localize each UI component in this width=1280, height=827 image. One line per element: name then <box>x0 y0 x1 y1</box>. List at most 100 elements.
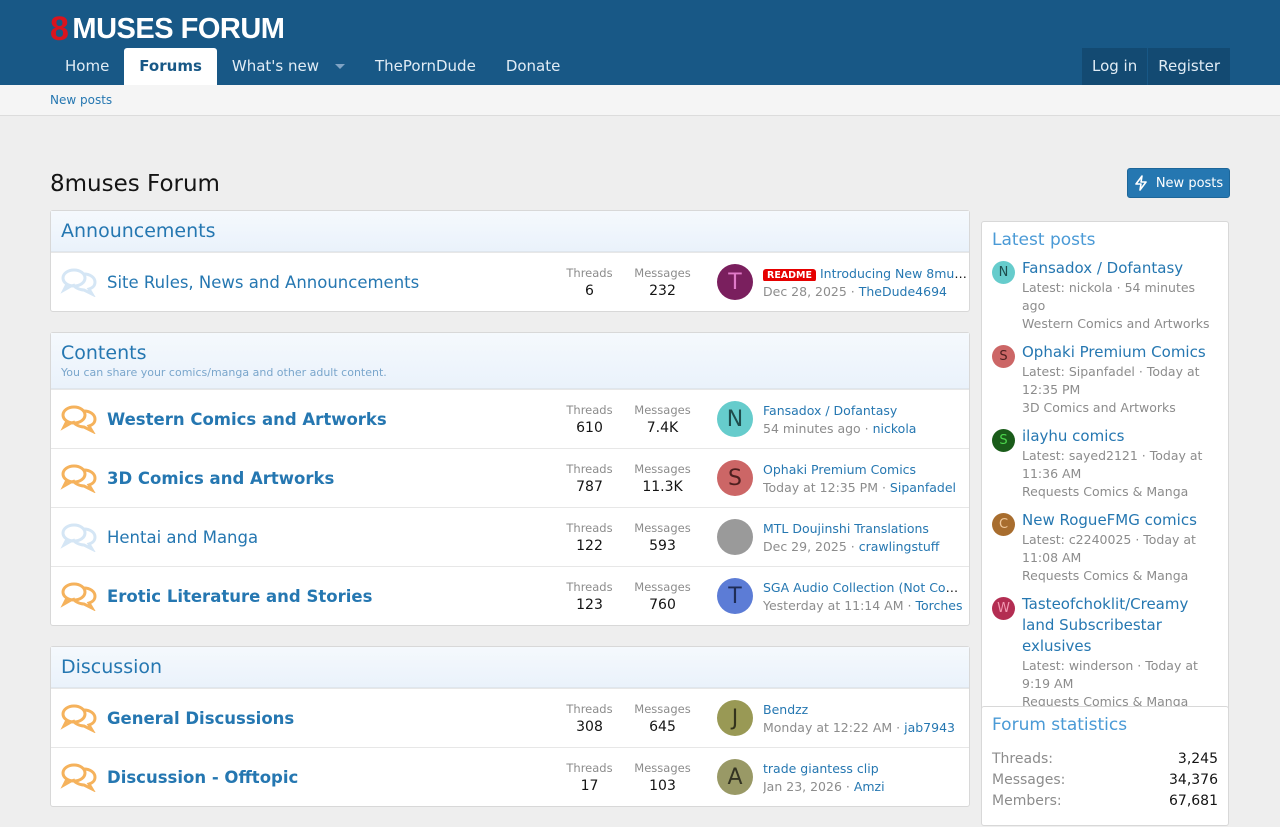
nav-tab-label: Home <box>65 57 110 75</box>
last-thread-link[interactable]: Introducing New 8muses ... <box>820 265 969 281</box>
threads-stat: Threads 610 <box>553 403 626 436</box>
main-nav: Home Forums What's new ThePornDude Donate <box>50 48 575 85</box>
stat-value: 787 <box>576 478 603 495</box>
latest-post-forum[interactable]: Requests Comics & Manga <box>1022 568 1189 583</box>
last-thread-link[interactable]: trade giantess clip <box>763 760 879 776</box>
latest-post-title[interactable]: New RogueFMG comics <box>1022 511 1197 529</box>
last-thread-link[interactable]: SGA Audio Collection (Not Complet... <box>763 579 969 595</box>
chevron-down-icon[interactable] <box>335 64 345 69</box>
avatar[interactable]: S <box>717 460 753 496</box>
new-posts-button[interactable]: New posts <box>1127 168 1230 198</box>
last-post-user[interactable]: Sipanfadel <box>889 479 956 495</box>
latest-posts-title[interactable]: Latest posts <box>992 230 1096 250</box>
forum-node: 3D Comics and Artworks Threads 787 Messag… <box>51 448 969 507</box>
avatar[interactable]: T <box>717 264 753 300</box>
nav-tab[interactable]: What's new <box>217 48 360 85</box>
forum-title[interactable]: Site Rules, News and Announcements <box>107 272 420 292</box>
last-post-date: 54 minutes ago <box>763 420 861 436</box>
latest-post-title[interactable]: Ophaki Premium Comics <box>1022 343 1206 361</box>
threads-stat: Threads 17 <box>553 761 626 794</box>
category-title[interactable]: Contents <box>61 342 147 364</box>
last-post-user[interactable]: Amzi <box>853 778 885 794</box>
forum-bubbles-icon <box>60 763 97 792</box>
last-post-user[interactable]: crawlingstuff <box>858 538 940 554</box>
last-post-user[interactable]: Torches <box>915 597 963 613</box>
latest-post-meta: Latest: sayed2121 · Today at 11:36 AM <box>1022 448 1203 481</box>
stat-label: Messages <box>634 402 691 417</box>
forum-title[interactable]: Erotic Literature and Stories <box>107 586 373 606</box>
stat-value: 3,245 <box>1177 751 1218 767</box>
nav-tab[interactable]: Donate <box>491 48 576 85</box>
last-post-date: Dec 28, 2025 <box>763 283 847 299</box>
site-logo[interactable]: 8 MUSES FORUM <box>50 10 285 49</box>
auth-buttons: Log in Register <box>1082 48 1230 85</box>
avatar[interactable]: N <box>992 261 1015 284</box>
last-post-user[interactable]: nickola <box>872 420 917 436</box>
stat-value: 67,681 <box>1169 793 1218 809</box>
category-title[interactable]: Announcements <box>61 220 216 242</box>
category-block: Contents You can share your comics/manga … <box>50 332 970 626</box>
stat-label: Threads <box>566 461 613 476</box>
site-header: 8 MUSES FORUM Home Forums What's new ThePorn… <box>0 0 1280 85</box>
last-thread-link[interactable]: Fansadox / Dofantasy <box>763 402 898 418</box>
avatar[interactable]: N <box>717 401 753 437</box>
nav-tab[interactable]: Forums <box>124 48 217 85</box>
latest-post-forum[interactable]: Requests Comics & Manga <box>1022 484 1189 499</box>
latest-post-forum[interactable]: 3D Comics and Artworks <box>1022 400 1176 415</box>
avatar[interactable]: S <box>992 429 1015 452</box>
page-title: 8muses Forum <box>50 171 220 197</box>
stat-value: 760 <box>649 596 676 613</box>
stat-label: Messages <box>634 701 691 716</box>
last-post: T SGA Audio Collection (Not Complet... Y… <box>699 578 969 614</box>
stat-label: Threads <box>566 402 613 417</box>
stat-row: Messages: 34,376 <box>992 770 1218 791</box>
avatar[interactable]: C <box>992 513 1015 536</box>
nav-tab[interactable]: Home <box>50 48 124 85</box>
login-button[interactable]: Log in <box>1092 57 1138 75</box>
last-post-date: Monday at 12:22 AM <box>763 719 893 735</box>
register-button[interactable]: Register <box>1147 48 1230 85</box>
avatar[interactable] <box>717 519 753 555</box>
forum-title[interactable]: Hentai and Manga <box>107 527 259 547</box>
avatar[interactable]: W <box>992 597 1015 620</box>
forum-node: Discussion - Offtopic Threads 17 Messages… <box>51 747 969 806</box>
latest-post-item: C New RogueFMG comics Latest: c2240025 · T… <box>992 510 1218 585</box>
avatar[interactable]: J <box>717 700 753 736</box>
forum-title[interactable]: Discussion - Offtopic <box>107 767 299 787</box>
forum-title[interactable]: Western Comics and Artworks <box>107 409 387 429</box>
stat-label: Threads <box>566 579 613 594</box>
last-thread-link[interactable]: Bendzz <box>763 701 809 717</box>
subnav-new-posts[interactable]: New posts <box>50 93 113 107</box>
forum-title[interactable]: 3D Comics and Artworks <box>107 468 335 488</box>
stat-label: Threads <box>566 760 613 775</box>
stat-label: Threads: <box>992 751 1053 767</box>
last-thread-link[interactable]: MTL Doujinshi Translations <box>763 520 929 536</box>
stat-label: Messages: <box>992 772 1066 788</box>
avatar[interactable]: S <box>992 345 1015 368</box>
avatar[interactable]: T <box>717 578 753 614</box>
last-post-date: Today at 12:35 PM <box>763 479 878 495</box>
avatar[interactable]: A <box>717 759 753 795</box>
last-post-user[interactable]: jab7943 <box>904 719 955 735</box>
latest-post-title[interactable]: ilayhu comics <box>1022 427 1125 445</box>
logo-text: MUSES FORUM <box>72 13 285 45</box>
latest-post-forum[interactable]: Requests Comics & Manga <box>1022 694 1189 709</box>
nav-tab[interactable]: ThePornDude <box>360 48 491 85</box>
forum-node: Erotic Literature and Stories Threads 123… <box>51 566 969 625</box>
category-title[interactable]: Discussion <box>61 656 163 678</box>
last-post: T README Introducing New 8muses ... Dec 2… <box>699 264 969 300</box>
stat-label: Threads <box>566 265 613 280</box>
last-thread-link[interactable]: Ophaki Premium Comics <box>763 461 917 477</box>
latest-post-title[interactable]: Fansadox / Dofantasy <box>1022 259 1184 277</box>
messages-stat: Messages 593 <box>626 521 699 554</box>
readme-badge: README <box>763 268 816 281</box>
latest-post-forum[interactable]: Western Comics and Artworks <box>1022 316 1210 331</box>
forum-node: Hentai and Manga Threads 122 Messages 593 … <box>51 507 969 566</box>
new-posts-label: New posts <box>1155 175 1224 191</box>
forum-title[interactable]: General Discussions <box>107 708 295 728</box>
last-post-user[interactable]: TheDude4694 <box>858 283 947 299</box>
last-post: MTL Doujinshi Translations Dec 29, 2025 … <box>699 519 969 555</box>
last-post-date: Dec 29, 2025 <box>763 538 847 554</box>
latest-post-title[interactable]: Tasteofchoklit/Creamy land Subscribestar… <box>1022 595 1189 655</box>
